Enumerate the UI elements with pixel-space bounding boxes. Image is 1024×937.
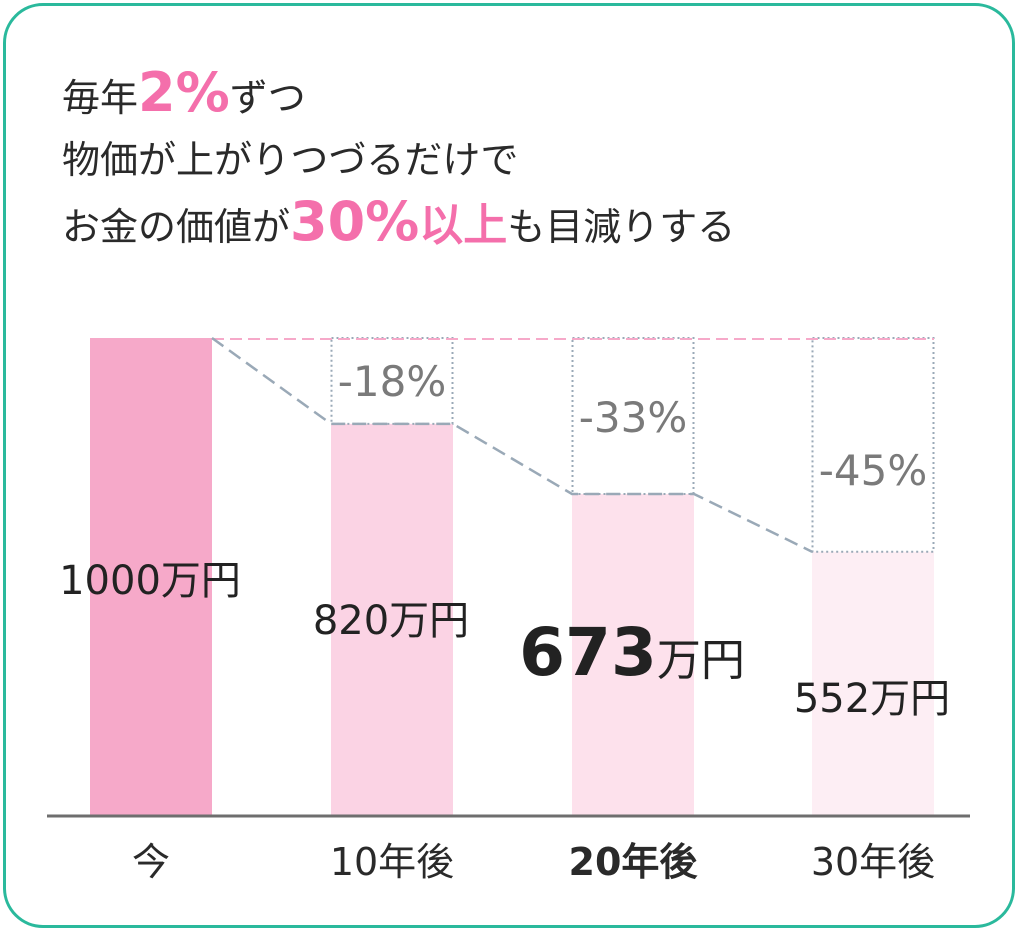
bar-2 [572, 493, 694, 815]
value-number: 1000 [59, 558, 161, 604]
bar-3 [812, 551, 934, 815]
bar-0 [90, 338, 212, 815]
x-tick-label: 今 [132, 840, 170, 884]
value-unit: 万円 [389, 598, 469, 644]
value-unit: 万円 [870, 676, 950, 722]
heading-text: ずつ [229, 76, 306, 120]
heading-line-2: 物価が上がりつづるだけで [62, 138, 519, 182]
value-label: 552万円 [794, 676, 950, 722]
value-label: 820万円 [313, 598, 469, 644]
reduction-label: -45% [819, 446, 928, 495]
bar-1 [331, 423, 453, 815]
value-number: 552 [794, 676, 870, 722]
x-tick-label: 20年後 [569, 840, 699, 884]
heading-text: お金の価値が [62, 205, 291, 249]
heading-highlight-percent: 30% [290, 190, 420, 253]
heading-text: 毎年 [62, 76, 139, 120]
heading-line-3: お金の価値が30%以上も目減りする [62, 191, 735, 258]
reduction-label: -18% [338, 357, 447, 406]
decline-line [211, 336, 813, 553]
value-label: 1000万円 [59, 558, 241, 604]
x-tick-label: 10年後 [330, 840, 454, 884]
value-unit: 万円 [161, 558, 241, 604]
heading-line-1: 毎年2%ずつ [62, 62, 735, 129]
loss-box-3 [811, 337, 935, 553]
value-label: 673万円 [519, 614, 745, 691]
x-tick-label: 30年後 [811, 840, 935, 884]
value-number: 673 [519, 614, 657, 691]
heading-highlight-word: 以上 [419, 200, 508, 251]
heading-text: も目減りする [507, 205, 736, 249]
chart-heading: 毎年2%ずつ 物価が上がりつづるだけで お金の価値が30%以上も目減りする [62, 62, 735, 258]
reduction-label: -33% [579, 393, 688, 442]
value-unit: 万円 [657, 635, 745, 686]
value-number: 820 [313, 598, 389, 644]
heading-highlight-rate: 2% [138, 61, 230, 124]
